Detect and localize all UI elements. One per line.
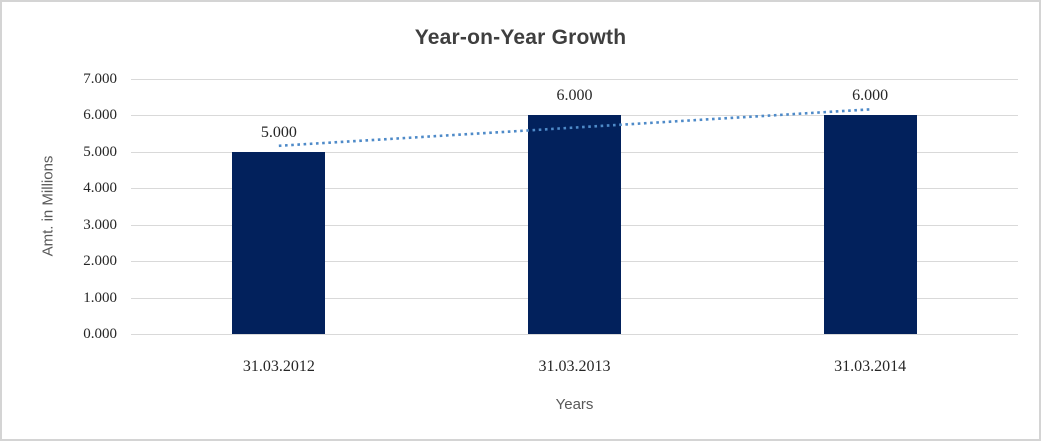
y-axis-tick-label: 1.000 xyxy=(83,289,117,306)
y-axis-tick-label: 3.000 xyxy=(83,216,117,233)
gridline xyxy=(131,334,1018,335)
x-axis-category-label: 31.03.2012 xyxy=(242,358,315,375)
x-axis-title: Years xyxy=(555,396,594,413)
y-axis-tick-label: 5.000 xyxy=(83,143,117,160)
chart-title: Year-on-Year Growth xyxy=(414,26,627,49)
y-axis-tick-label: 2.000 xyxy=(83,253,117,270)
bar-value-label: 6.000 xyxy=(556,87,593,105)
bar-value-label: 5.000 xyxy=(260,123,297,141)
x-axis-category-label: 31.03.2013 xyxy=(538,358,611,375)
bar xyxy=(232,151,326,334)
y-axis-tick-label: 6.000 xyxy=(83,107,117,124)
bar xyxy=(823,115,917,334)
bar xyxy=(528,115,621,334)
y-axis-tick-label: 0.000 xyxy=(83,326,117,342)
y-axis-tick-label: 4.000 xyxy=(83,180,117,197)
y-axis-title: Amt. in Millions xyxy=(39,155,57,257)
x-axis-category-label: 31.03.2014 xyxy=(834,358,907,375)
y-axis-tick-label: 7.000 xyxy=(83,71,117,87)
gridline xyxy=(131,79,1018,80)
bar-value-label: 6.000 xyxy=(852,87,889,105)
